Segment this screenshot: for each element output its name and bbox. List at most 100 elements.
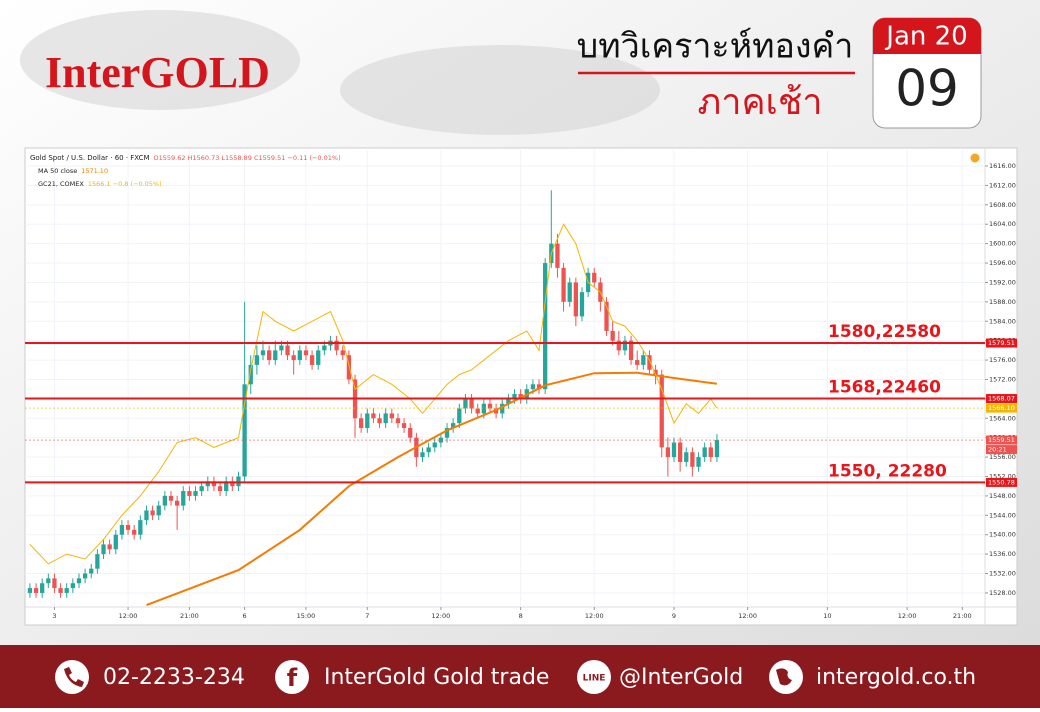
price-tag-label: 1559.51 [988,436,1015,444]
countdown-tag [986,445,1017,455]
candle-body [150,510,155,516]
map-shape [20,10,300,110]
candle-body [162,495,168,506]
x-tick-label: 21:00 [180,612,199,620]
candle-body [101,544,106,555]
candle-body [254,355,260,365]
legend-name: MA 50 close [38,167,77,175]
candle-body [475,408,480,414]
calendar-day: 09 [895,60,959,118]
candle-body [199,486,204,492]
candle-body [82,573,88,579]
x-tick-label: 12:00 [738,612,757,620]
candle-body [408,427,413,438]
candle-body [506,398,511,404]
candle-body [616,340,621,351]
y-tick-label: 1532.00 [989,570,1016,578]
candle-body [481,403,486,414]
candle-body [677,442,683,462]
y-tick-label: 1584.00 [989,317,1016,325]
candle-body [309,355,315,365]
candle-body [205,481,210,487]
x-tick-label: 15:00 [297,612,316,620]
y-tick-label: 1588.00 [989,298,1016,306]
candle-body [217,486,223,492]
candle-body [64,588,69,593]
candle-body [622,340,628,351]
calendar-top [873,18,981,54]
candle-body [567,282,572,302]
candle-body [174,500,180,506]
map-shape [340,45,660,135]
price-tag [986,403,1017,413]
candle-body [181,491,186,506]
x-tick-label: 9 [672,612,676,620]
y-tick-label: 1544.00 [989,511,1016,519]
candle-body [316,350,321,365]
candle-body [168,495,174,501]
calendar: Jan 20 09 [872,17,982,129]
phone-glyph [64,667,84,687]
candle-body [303,350,309,356]
candle-body [144,510,149,521]
candle-body [273,350,278,361]
candle-body [579,292,585,317]
line-icon [577,660,611,694]
y-tick-label: 1592.00 [989,278,1016,286]
y-tick-label: 1536.00 [989,550,1016,558]
candle-body [389,413,394,419]
price-tag [986,435,1017,445]
candle-body [377,418,382,424]
candle-body [40,583,45,593]
candle-body [138,520,143,535]
candle-body [647,355,652,370]
globe-glyph [776,668,792,686]
x-tick-label: 6 [243,612,247,620]
candle-body [322,345,327,351]
candle-body [543,263,548,390]
candle-body [279,345,284,351]
candle-body [573,282,578,317]
y-tick-label: 1548.00 [989,492,1016,500]
candle-body [359,418,364,428]
candle-body [365,413,370,428]
y-tick-label: 1528.00 [989,589,1016,597]
candle-body [340,350,345,356]
candle-body [438,437,444,443]
facebook-icon [275,660,309,694]
candle-body [95,554,100,569]
candle-body [671,442,677,458]
y-tick-label: 1564.00 [989,414,1016,422]
y-tick-label: 1608.00 [989,201,1016,209]
x-tick-label: 21:00 [953,612,972,620]
candle-body [641,355,646,365]
candle-body [530,384,536,390]
candle-body [193,491,198,496]
candle-body [52,578,57,589]
footer-website: intergold.co.th [816,665,976,690]
series-line [29,223,718,565]
candle-body [248,364,253,385]
footer-facebook: InterGold Gold trade [324,665,549,690]
candle-body [242,384,247,477]
logo: InterGOLD [45,48,270,97]
x-tick-label: 12:00 [585,612,604,620]
candle-body [628,340,634,361]
level-tag-label: 1579.51 [988,339,1015,347]
header-subtitle: ภาคเช้า [698,82,823,123]
y-tick-label: 1596.00 [989,259,1016,267]
candle-body [702,447,707,458]
candle-body [70,583,75,589]
phone-icon [55,660,89,694]
candle-body [469,398,474,409]
candle-body [500,403,505,414]
line-glyph: LINE [583,674,606,684]
candle-body [230,481,235,487]
candle-body [371,413,376,419]
candle-body [125,525,131,530]
legend-name: GC21, COMEX [38,180,84,188]
candle-body [285,345,290,356]
level-annotation: 1580,22580 [828,322,941,342]
candle-body [432,442,437,448]
